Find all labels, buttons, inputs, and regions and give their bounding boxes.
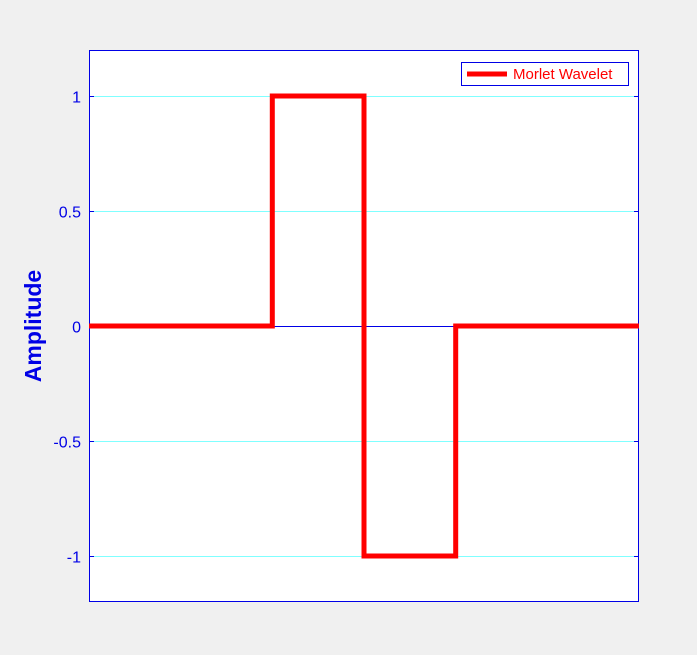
y-tick-label: 0 <box>72 320 81 337</box>
series-layer <box>89 93 639 559</box>
y-tick-label: 0.5 <box>59 205 81 222</box>
y-tick-label: 1 <box>72 90 81 107</box>
y-tick-label: -1 <box>67 550 81 567</box>
y-axis-label: Amplitude <box>20 270 46 382</box>
legend: Morlet Wavelet <box>461 62 629 86</box>
y-ticks: -1 -0.5 0 0.5 1 <box>53 90 639 567</box>
legend-label-morlet-wavelet: Morlet Wavelet <box>513 66 613 83</box>
series-line-morlet-wavelet <box>89 93 639 559</box>
y-tick-label: -0.5 <box>53 435 81 452</box>
legend-box <box>461 62 629 86</box>
